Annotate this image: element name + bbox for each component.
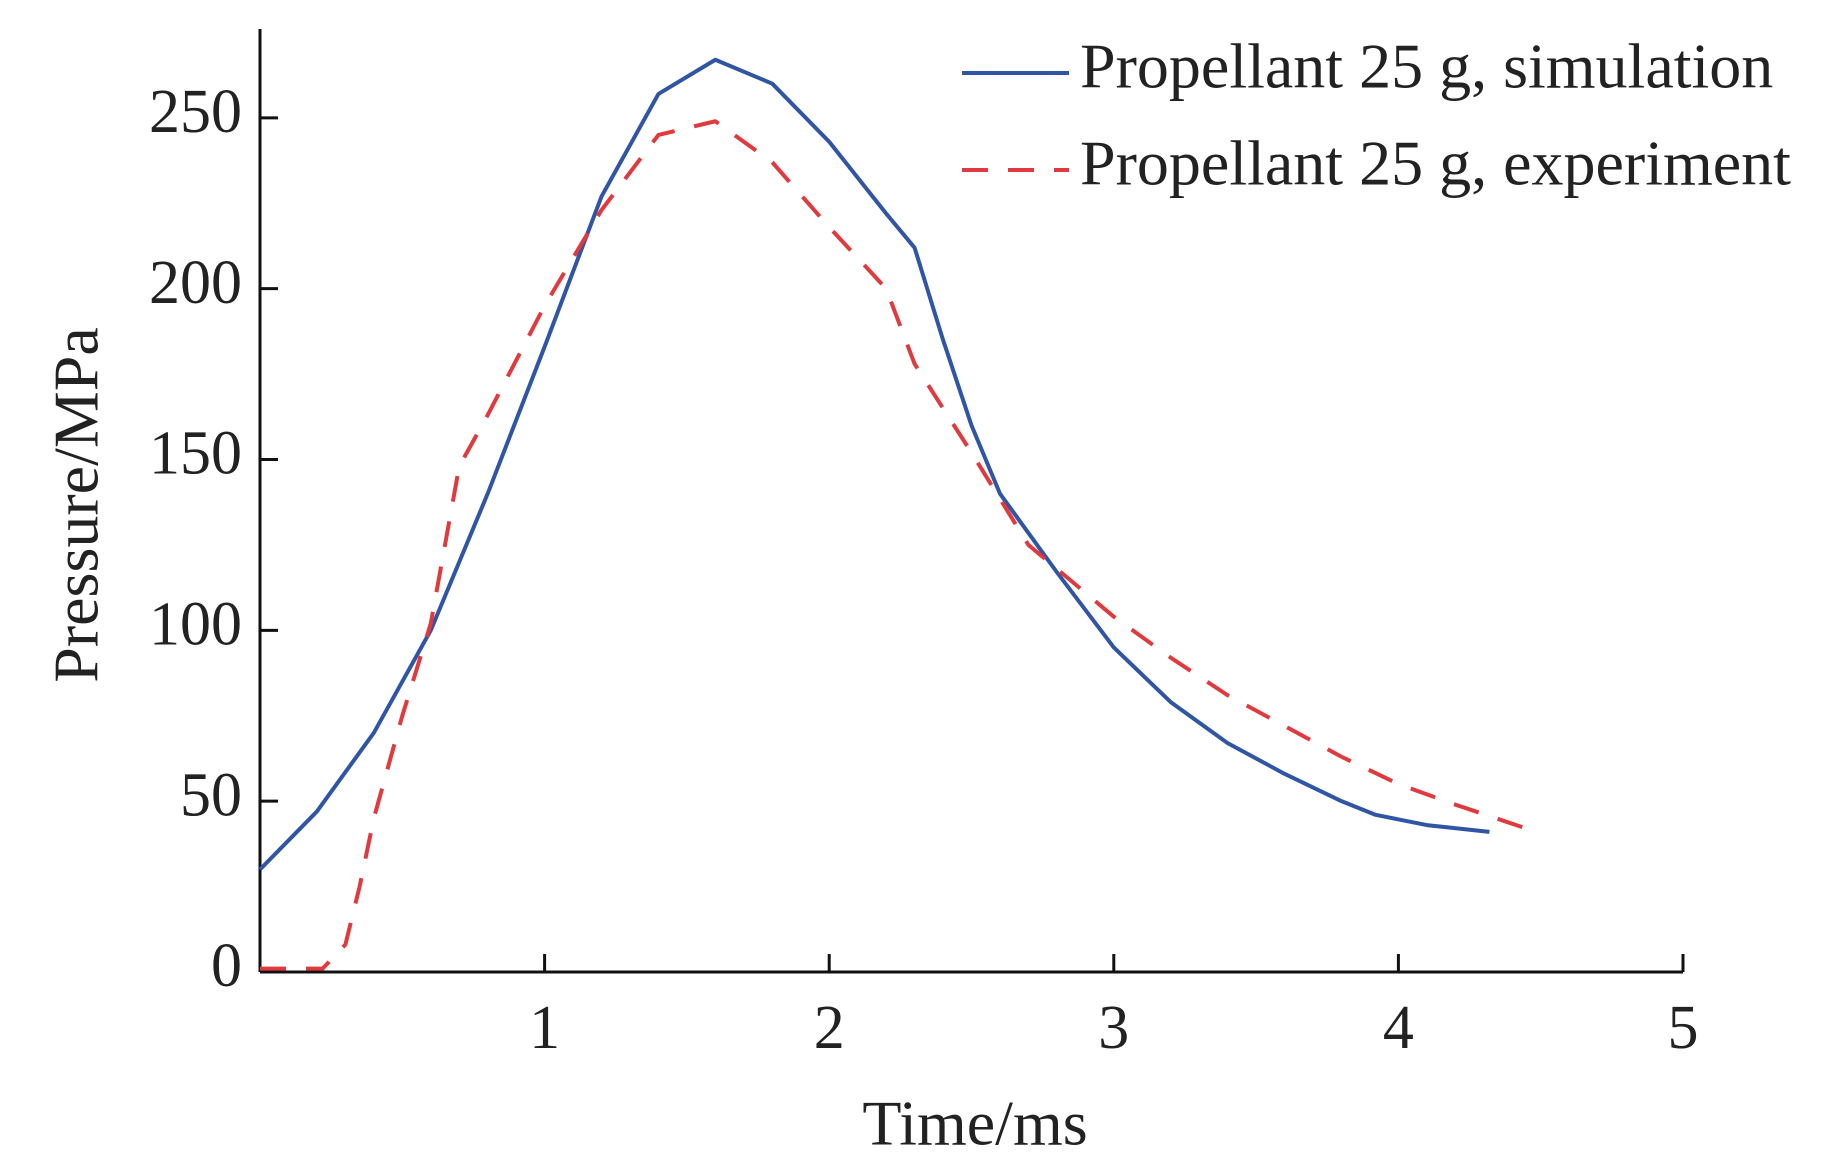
x-axis-label: Time/ms <box>862 1088 1087 1159</box>
x-tick-label: 2 <box>814 994 845 1062</box>
legend-label: Propellant 25 g, experiment <box>1080 128 1791 199</box>
legend-label: Propellant 25 g, simulation <box>1080 31 1773 102</box>
y-tick-label: 0 <box>211 932 242 1000</box>
y-tick-label: 150 <box>149 420 242 488</box>
x-tick-label: 5 <box>1668 994 1699 1062</box>
y-tick-label: 200 <box>149 249 242 317</box>
y-tick-label: 100 <box>149 591 242 659</box>
x-tick-label: 1 <box>529 994 560 1062</box>
x-tick-label: 3 <box>1098 994 1129 1062</box>
x-tick-label: 4 <box>1383 994 1414 1062</box>
y-tick-label: 250 <box>149 78 242 146</box>
y-axis-label: Pressure/MPa <box>41 327 112 683</box>
series-line <box>260 119 1528 971</box>
series-line <box>258 57 1490 871</box>
y-tick-label: 50 <box>180 761 242 829</box>
